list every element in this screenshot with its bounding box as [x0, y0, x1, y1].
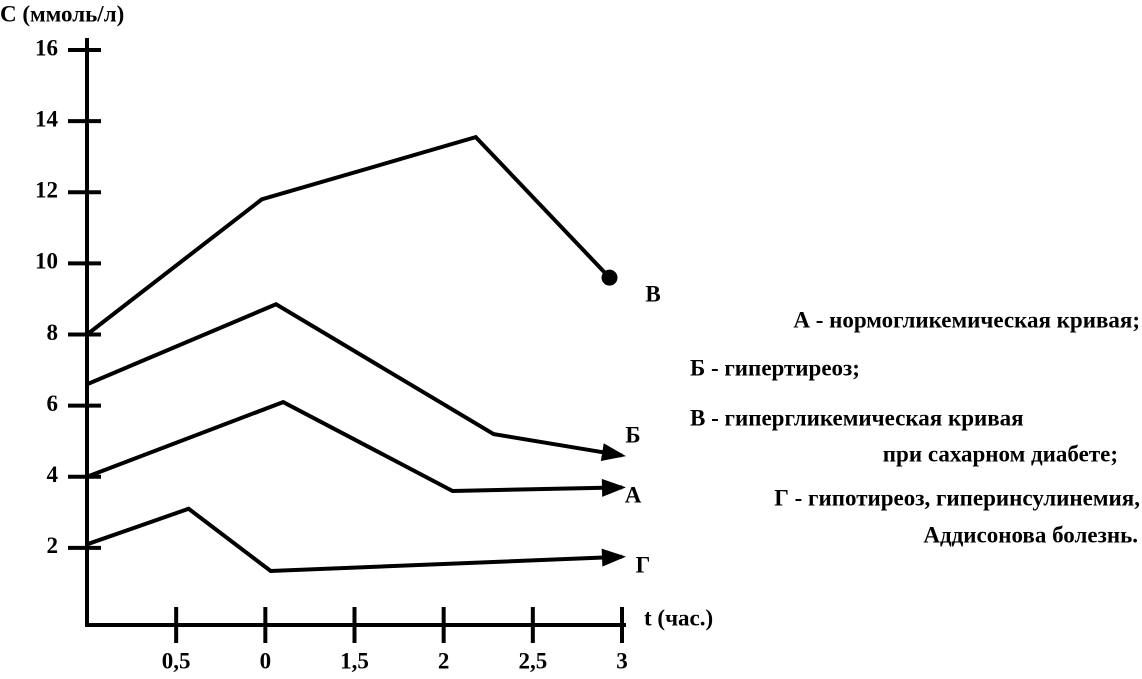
y-tick-label: 6	[47, 391, 59, 416]
y-tick-label: 4	[47, 462, 59, 487]
x-axis-label: t (час.)	[644, 605, 713, 630]
end-dot	[601, 269, 618, 286]
legend-text: В - гипергликемическая кривая	[690, 405, 1024, 430]
legend-text: Аддисонова болезнь.	[923, 522, 1138, 547]
x-tick-label: 2,5	[518, 648, 547, 673]
legend-text: при сахарном диабете;	[883, 441, 1118, 466]
series-label: А	[625, 482, 642, 507]
end-arrow	[600, 443, 626, 462]
series-label: В	[645, 281, 660, 306]
x-tick-label: 3	[616, 648, 628, 673]
y-tick-label: 2	[47, 533, 59, 558]
series-line	[86, 302, 623, 458]
series-label: Б	[625, 422, 640, 447]
end-arrow	[601, 548, 626, 567]
y-tick-label: 8	[47, 320, 59, 345]
series-line	[85, 134, 611, 337]
series-line	[86, 506, 623, 574]
x-tick-label: 0	[260, 648, 272, 673]
end-arrow	[601, 478, 626, 497]
x-tick-label: 0,5	[162, 648, 191, 673]
legend-text: А - нормогликемическая кривая;	[793, 307, 1140, 332]
series-line	[86, 399, 623, 493]
y-tick-label: 16	[35, 35, 58, 60]
legend-text: Г - гипотиреоз, гиперинсулинемия,	[774, 485, 1140, 510]
y-tick-label: 14	[35, 106, 59, 131]
y-axis-label: C (ммоль/л)	[0, 1, 124, 26]
legend-text: Б - гипертиреоз;	[690, 355, 860, 380]
x-tick-label: 1,5	[340, 648, 369, 673]
y-tick-label: 10	[35, 249, 58, 274]
series-label: Г	[636, 552, 651, 577]
x-tick-label: 2	[438, 648, 450, 673]
y-tick-label: 12	[35, 178, 58, 203]
